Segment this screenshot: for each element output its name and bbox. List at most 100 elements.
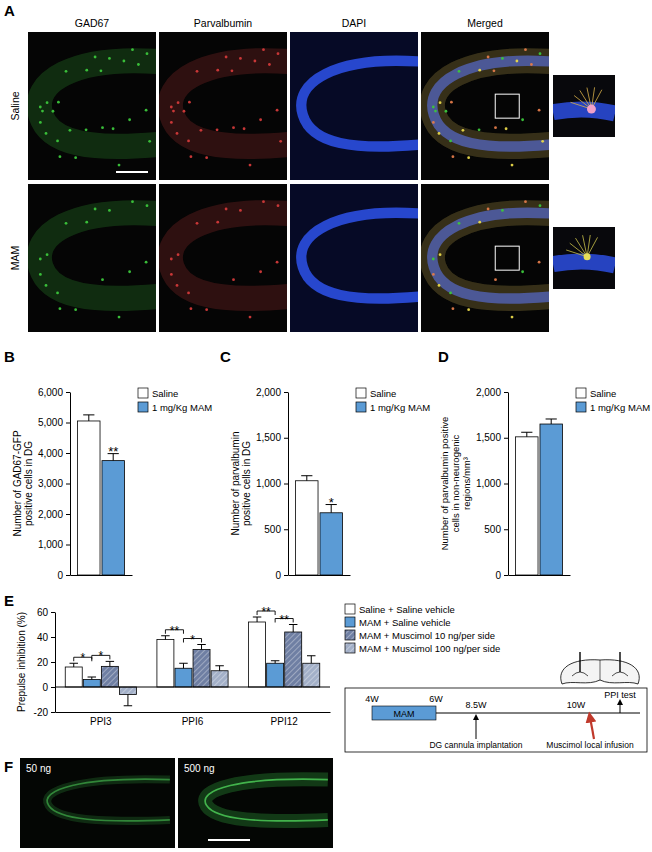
- y-tick: 1,000: [476, 478, 508, 489]
- error-bar: [179, 663, 187, 668]
- dentate-band: [432, 61, 549, 147]
- y-tick: 3,000: [38, 478, 70, 489]
- brain-icon: [561, 652, 640, 684]
- inset-cell: [584, 253, 591, 260]
- zoom-box: [495, 94, 519, 118]
- y-axis-title-line: Number of GAD67-GFP: [12, 430, 23, 536]
- dentate-band: [39, 61, 156, 147]
- cell-dot: [432, 273, 435, 276]
- cell-dot: [216, 69, 219, 72]
- timeline-label: Muscimol local infusion: [546, 740, 634, 750]
- cell-dot: [100, 69, 103, 72]
- timeline-label: PPI test: [604, 690, 636, 700]
- significance-label: **: [170, 624, 180, 638]
- cell-dot: [478, 221, 481, 224]
- timeline: MAM4W6W8.5WDG cannula implantation10WMus…: [345, 688, 647, 752]
- y-tick: 1,500: [476, 432, 508, 443]
- cell-dot: [277, 204, 280, 207]
- cell-dot: [59, 155, 62, 158]
- y-tick-label: 500: [264, 524, 281, 535]
- y-axis-title: Number of parvalbuminpositive cells in D…: [230, 432, 253, 536]
- cell-dot: [85, 221, 88, 224]
- legend-swatch: [576, 402, 586, 412]
- y-axis-title-line: Number of parvalbumin positive: [439, 417, 450, 551]
- bar: [249, 622, 266, 687]
- cell-dot: [478, 128, 481, 131]
- cell-dot: [262, 48, 265, 51]
- timeline-label: 10W: [567, 700, 586, 710]
- bar: [83, 680, 100, 688]
- cell-dot: [39, 258, 42, 261]
- legend-swatch: [576, 388, 586, 398]
- micrograph: [20, 758, 175, 848]
- bar: [320, 513, 342, 575]
- dentate-band: [47, 779, 170, 821]
- cell-dot: [39, 106, 42, 109]
- y-tick: 20: [37, 657, 55, 668]
- micrograph: [421, 184, 549, 332]
- y-axis: 01,0002,0003,0004,0005,0006,000: [38, 387, 71, 581]
- legend-label: 1 mg/Kg MAM: [590, 402, 650, 413]
- cell-dot: [46, 101, 49, 104]
- cell-dot: [539, 204, 542, 207]
- cell-dot: [188, 101, 191, 104]
- y-tick-label: 0: [42, 682, 48, 693]
- cell-dot: [243, 127, 246, 130]
- hippocampus: [612, 672, 628, 676]
- micrograph: [159, 32, 287, 180]
- y-tick-label: 1,500: [476, 432, 501, 443]
- marks: [516, 419, 563, 575]
- y-tick-label: 2,000: [38, 509, 63, 520]
- cell-dot: [216, 221, 219, 224]
- micrograph: [178, 758, 333, 848]
- y-axis-title-line: positive cells in DG: [23, 441, 34, 526]
- cell-dot: [45, 284, 48, 287]
- y-axis-title: Prepulse inhibition (%): [16, 612, 27, 712]
- y-tick-label: 2,000: [256, 387, 281, 398]
- bar: [267, 663, 284, 687]
- panel-letter: A: [4, 2, 15, 19]
- cell-dot: [148, 140, 151, 143]
- cell-dot: [432, 106, 435, 109]
- cell-dot: [170, 273, 173, 276]
- cell-dot: [467, 156, 470, 159]
- y-tick-mark: [51, 687, 55, 688]
- cell-dot: [445, 110, 448, 113]
- cell-dot: [200, 129, 203, 132]
- cell-dot: [177, 101, 180, 104]
- cell-dot: [511, 316, 514, 319]
- timeline-frame: [345, 688, 647, 752]
- brain-outline: [561, 660, 640, 684]
- micrograph-background: [178, 758, 333, 848]
- cell-dot: [190, 307, 193, 310]
- y-tick-mark: [504, 484, 508, 485]
- y-axis-title-line: cells in non-neurogenic: [450, 434, 461, 532]
- image-label: 50 ng: [26, 763, 51, 774]
- cell-dot: [205, 308, 208, 311]
- cell-dot: [145, 109, 148, 112]
- panel-letter: B: [4, 348, 15, 365]
- y-tick: 40: [37, 632, 55, 643]
- y-tick: 2,000: [256, 387, 288, 398]
- y-tick-mark: [284, 392, 288, 393]
- timeline-label: 8.5W: [465, 700, 487, 710]
- cell-dot: [112, 127, 115, 130]
- y-tick-mark: [51, 662, 55, 663]
- legend-label: Saline: [152, 388, 178, 399]
- legend-label: Saline: [370, 388, 396, 399]
- y-tick: -20: [34, 707, 55, 718]
- y-tick-mark: [504, 575, 508, 576]
- bar: [65, 667, 82, 687]
- y-tick: 500: [484, 524, 508, 535]
- dentate-band: [170, 213, 287, 299]
- bar: [102, 461, 124, 575]
- cell-dot: [462, 129, 465, 132]
- y-tick-mark: [284, 529, 288, 530]
- cell-dot: [478, 69, 481, 72]
- zoom-box: [495, 246, 519, 270]
- cell-dot: [259, 270, 262, 273]
- y-tick-label: 20: [37, 657, 49, 668]
- panel-letter: D: [438, 348, 449, 365]
- cell-dot: [131, 48, 134, 51]
- y-tick: 0: [275, 570, 288, 581]
